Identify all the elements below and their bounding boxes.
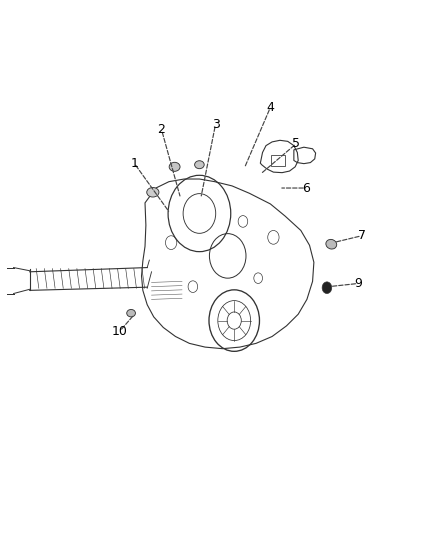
Ellipse shape: [194, 161, 204, 168]
Text: 7: 7: [358, 229, 366, 242]
Text: 6: 6: [302, 182, 310, 195]
Ellipse shape: [147, 188, 159, 197]
Text: 2: 2: [158, 123, 166, 136]
Ellipse shape: [326, 239, 337, 249]
Bar: [271, 155, 285, 166]
Ellipse shape: [169, 163, 180, 171]
Circle shape: [322, 282, 332, 294]
Text: 9: 9: [354, 277, 362, 290]
Text: 4: 4: [266, 101, 274, 114]
Text: 3: 3: [212, 118, 219, 131]
Text: 5: 5: [293, 137, 300, 150]
Ellipse shape: [127, 310, 135, 317]
Text: 1: 1: [130, 157, 138, 169]
Text: 10: 10: [112, 325, 128, 338]
